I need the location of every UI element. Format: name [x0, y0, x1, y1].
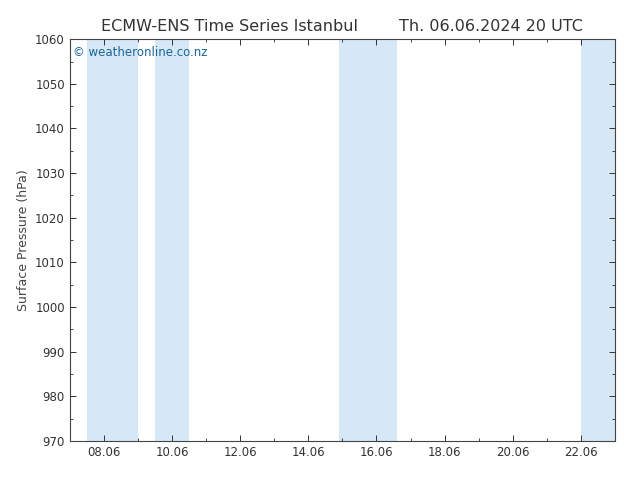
- Title: ECMW-ENS Time Series Istanbul        Th. 06.06.2024 20 UTC: ECMW-ENS Time Series Istanbul Th. 06.06.…: [101, 19, 583, 34]
- Bar: [87, 39, 138, 441]
- Bar: [581, 39, 615, 441]
- Y-axis label: Surface Pressure (hPa): Surface Pressure (hPa): [16, 169, 30, 311]
- Bar: [359, 39, 397, 441]
- Text: © weatheronline.co.nz: © weatheronline.co.nz: [73, 46, 208, 59]
- Bar: [339, 39, 359, 441]
- Bar: [155, 39, 189, 441]
